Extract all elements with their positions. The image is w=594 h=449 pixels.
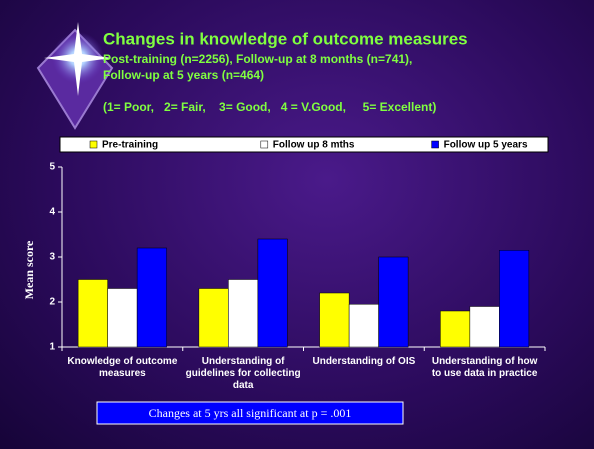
annotation: Changes at 5 yrs all significant at p = …	[149, 406, 352, 420]
bar	[469, 306, 500, 348]
y-tick-label: 2	[49, 297, 55, 308]
y-axis-label: Mean score	[22, 240, 36, 299]
bar	[257, 238, 288, 348]
bar	[228, 279, 259, 348]
subtitle: Post-training (n=2256), Follow-up at 8 m…	[103, 52, 412, 66]
legend-label: Follow up 8 mths	[273, 140, 355, 151]
bar	[440, 310, 471, 348]
legend-swatch	[89, 140, 98, 149]
bar	[348, 304, 379, 348]
annotation-box	[96, 401, 404, 425]
legend-label: Pre-training	[102, 140, 158, 151]
x-tick-label: Understanding of guidelines for collecti…	[185, 356, 301, 391]
legend-swatch	[260, 140, 269, 149]
legend-swatch	[431, 140, 439, 149]
bar	[136, 247, 167, 348]
x-tick-label: Understanding of OIS	[312, 356, 416, 367]
subtitle: Follow-up at 5 years (n=464)	[103, 68, 264, 82]
y-tick-label: 3	[49, 252, 55, 263]
bar	[198, 288, 229, 348]
bar	[107, 288, 138, 348]
legend-label: Follow up 5 years	[444, 140, 528, 151]
scale-note: (1= Poor, 2= Fair, 3= Good, 4 = V.Good, …	[103, 100, 436, 114]
bar	[319, 292, 350, 348]
title: Changes in knowledge of outcome measures	[103, 29, 468, 48]
star-decoration	[36, 22, 114, 130]
bar	[378, 256, 409, 348]
x-tick-label: Understanding of how to use data in prac…	[431, 356, 538, 379]
y-tick-label: 4	[49, 207, 55, 218]
bar	[499, 250, 530, 348]
bar	[77, 279, 108, 348]
x-tick-label: Knowledge of outcome measures	[67, 356, 178, 379]
y-tick-label: 1	[49, 342, 55, 353]
y-tick-label: 5	[49, 162, 55, 173]
legend-box	[59, 136, 549, 153]
